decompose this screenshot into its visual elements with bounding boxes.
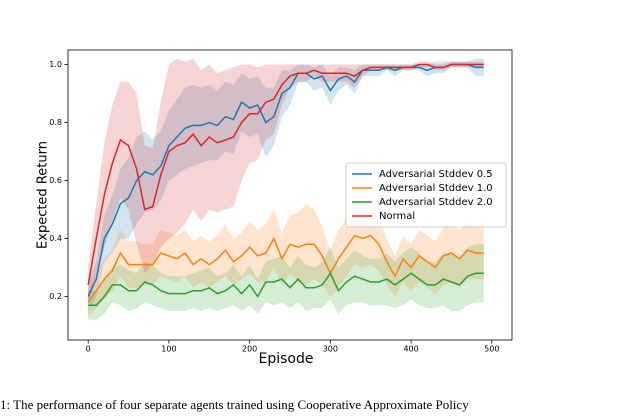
line	[87, 234, 484, 303]
confidence-band	[88, 58, 484, 303]
y-tick-label: 1.0	[49, 60, 62, 69]
y-tick-label: 0.8	[49, 118, 62, 127]
x-tick-label: 100	[161, 345, 176, 354]
x-tick-label: 400	[403, 345, 418, 354]
y-tick-label: 0.2	[49, 292, 62, 301]
legend-box	[345, 162, 507, 228]
line	[87, 63, 484, 286]
y-axis-label: Expected Return	[36, 141, 51, 249]
confidence-band	[88, 244, 484, 320]
legend-label: Adversarial Stddev 2.0	[379, 197, 493, 208]
legend-label: Normal	[379, 211, 415, 222]
x-tick-label: 300	[323, 345, 338, 354]
x-axis-label: Episode	[259, 351, 314, 367]
confidence-band	[88, 58, 484, 312]
confidence-band	[88, 203, 484, 317]
y-tick-label: 0.4	[49, 234, 62, 243]
legend-label: Adversarial Stddev 1.0	[379, 183, 493, 194]
x-tick-label: 500	[484, 345, 499, 354]
x-tick-label: 0	[86, 345, 91, 354]
y-tick-label: 0.6	[49, 176, 62, 185]
line	[87, 63, 484, 297]
legend-label: Adversarial Stddev 0.5	[379, 169, 493, 180]
x-tick-label: 200	[242, 345, 257, 354]
caption: 1: The performance of four separate agen…	[0, 397, 469, 412]
line	[88, 271, 484, 306]
plot-area	[87, 58, 484, 320]
axes-frame	[67, 49, 513, 341]
